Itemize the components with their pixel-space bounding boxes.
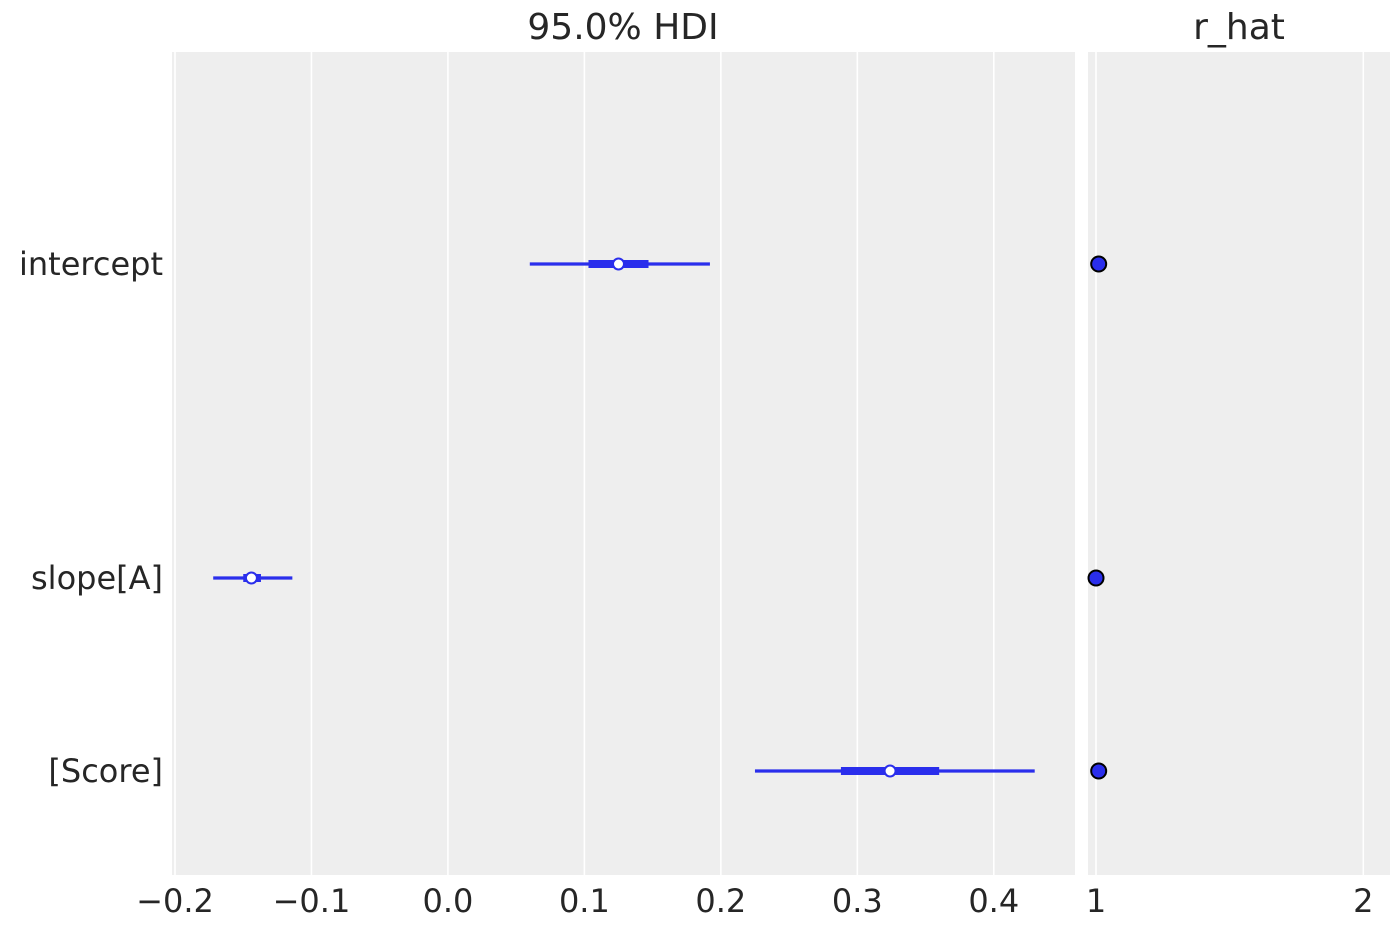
row-label: [Score] (48, 752, 163, 790)
rhat-x-tick-label: 2 (1353, 882, 1373, 920)
rhat-point (1090, 255, 1108, 273)
hdi-panel: 95.0% HDI −0.2 −0.1 0.0 0.1 0.2 0.3 0.4 interc… (19, 7, 1075, 920)
hdi-x-tick-label: 0.0 (422, 882, 473, 920)
hdi-x-tick-label: −0.2 (136, 882, 214, 920)
hdi-panel-background (172, 52, 1075, 875)
hdi-x-tick-label: −0.1 (273, 882, 351, 920)
hdi-panel-title: 95.0% HDI (527, 7, 718, 48)
hdi-x-tick-label: 0.2 (695, 882, 746, 920)
median-point (883, 764, 897, 778)
hdi-interval (529, 257, 710, 271)
row-labels: intercept slope[A] [Score] (19, 245, 163, 790)
hdi-gridlines (174, 52, 995, 875)
rhat-panel-title: r_hat (1193, 7, 1285, 48)
median-point (244, 571, 258, 585)
hdi-x-tick-label: 0.3 (832, 882, 883, 920)
rhat-gridlines (1095, 52, 1365, 875)
hdi-x-tick-label: 0.1 (559, 882, 610, 920)
rhat-panel-background (1088, 52, 1390, 875)
rhat-points (1087, 255, 1108, 780)
hdi-intervals (213, 257, 1035, 778)
median-point (612, 257, 625, 271)
row-label: intercept (19, 245, 163, 283)
hdi-x-tick-labels: −0.2 −0.1 0.0 0.1 0.2 0.3 0.4 (136, 882, 1019, 920)
hdi-interval (754, 764, 1035, 778)
rhat-point (1090, 762, 1108, 780)
rhat-x-tick-label: 1 (1086, 882, 1106, 920)
hdi-interval (213, 571, 293, 585)
hdi-x-tick-label: 0.4 (968, 882, 1019, 920)
rhat-point (1087, 569, 1105, 587)
row-label: slope[A] (31, 559, 163, 597)
